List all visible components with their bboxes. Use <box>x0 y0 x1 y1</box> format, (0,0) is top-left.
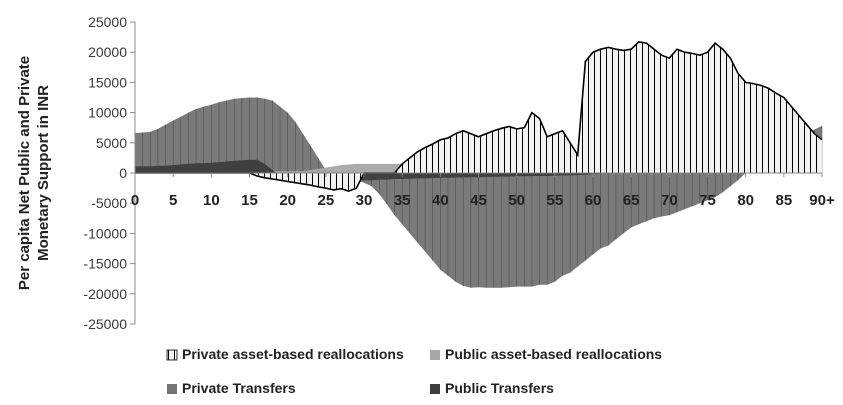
y-axis-label-line1: Per capita Net Public and Private <box>16 56 33 290</box>
axes: 2500020000150001000050000-5000-10000-150… <box>83 14 835 332</box>
y-tick-label: -15000 <box>83 256 127 272</box>
x-tick-label: 55 <box>546 192 563 209</box>
x-tick-label: 40 <box>432 192 449 209</box>
y-tick-label: -10000 <box>83 225 127 241</box>
y-tick-label: 0 <box>119 165 127 181</box>
x-tick-label: 35 <box>394 192 411 209</box>
x-tick-label: 5 <box>169 192 177 209</box>
y-tick-label: 20000 <box>88 44 127 60</box>
y-axis-label-line2: Monetary Support in INR <box>35 85 52 261</box>
x-tick-label: 20 <box>279 192 296 209</box>
y-tick-label: 10000 <box>88 105 127 121</box>
y-tick-label: -20000 <box>83 286 127 302</box>
legend: Private asset-based reallocations Public … <box>166 346 662 396</box>
x-tick-label: 70 <box>661 192 678 209</box>
legend-swatch-1 <box>166 349 178 361</box>
y-tick-label: 25000 <box>88 14 127 30</box>
legend-label-2: Public asset-based reallocations <box>445 346 662 362</box>
x-tick-label: 80 <box>737 192 754 209</box>
legend-swatch-2 <box>430 350 440 360</box>
x-tick-label: 15 <box>241 192 258 209</box>
y-axis-label: Per capita Net Public and Private Monetar… <box>16 56 52 290</box>
x-tick-label: 50 <box>508 192 525 209</box>
plot-area <box>134 41 823 288</box>
x-tick-label: 65 <box>623 192 640 209</box>
legend-label-4: Public Transfers <box>445 380 554 396</box>
legend-label-1: Private asset-based reallocations <box>182 346 404 362</box>
x-tick-label: 45 <box>470 192 487 209</box>
x-tick-label: 25 <box>317 192 334 209</box>
x-tick-label: 85 <box>775 192 792 209</box>
x-tick-label: 10 <box>203 192 220 209</box>
series-area-1 <box>135 41 822 192</box>
x-tick-label: 30 <box>356 192 373 209</box>
x-tick-label: 75 <box>699 192 716 209</box>
x-tick-label: 60 <box>585 192 602 209</box>
y-tick-label: 15000 <box>88 74 127 90</box>
x-tick-label: 0 <box>131 192 139 209</box>
x-tick-label: 90+ <box>809 192 835 209</box>
legend-swatch-4 <box>430 384 440 394</box>
legend-swatch-3 <box>167 384 177 394</box>
y-tick-label: 5000 <box>96 135 127 151</box>
y-tick-label: -25000 <box>83 316 127 332</box>
y-tick-label: -5000 <box>91 195 127 211</box>
legend-label-3: Private Transfers <box>182 380 296 396</box>
